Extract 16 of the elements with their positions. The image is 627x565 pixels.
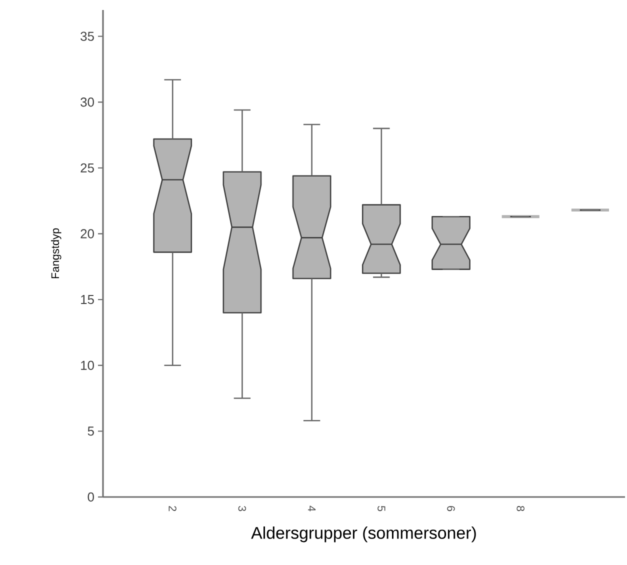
x-tick-label: 8 [516,506,524,512]
y-tick-label: 35 [80,32,94,41]
y-tick-label: 20 [80,229,94,238]
x-tick-label: 3 [238,506,246,512]
x-tick-label: 4 [308,506,316,512]
x-axis-title: Aldersgrupper (sommersoner) [251,526,476,542]
y-tick-label: 0 [88,492,94,502]
y-tick-label: 30 [80,98,94,107]
y-tick-label: 25 [80,163,94,173]
y-axis-title: Fangstdyp [51,228,62,278]
y-tick-label: 5 [88,426,94,436]
y-tick-label: 10 [81,360,94,370]
x-tick-label: 5 [378,506,386,512]
x-tick-label: 6 [447,506,455,512]
x-tick-label: 2 [168,506,176,512]
y-tick-label: 15 [81,295,94,304]
